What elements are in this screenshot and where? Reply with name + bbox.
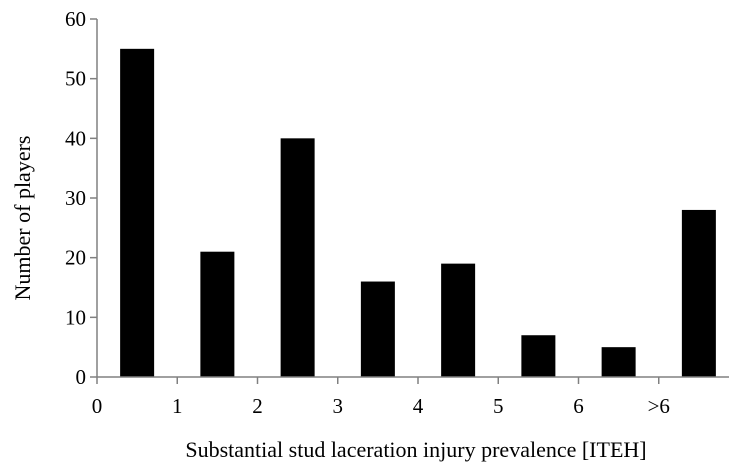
y-tick-label: 40 [65,126,86,150]
y-tick-label: 30 [65,186,86,210]
bar-2-3 [280,138,315,377]
x-tick-label: 3 [333,394,344,418]
bar-1-2 [200,251,235,377]
y-axis-title: Number of players [10,136,35,301]
x-tick-label: 1 [172,394,183,418]
bar-4-5 [441,263,476,377]
x-tick-label: 5 [493,394,504,418]
x-tick-label: 2 [252,394,263,418]
bar-5-6 [521,335,556,377]
y-tick-label: 10 [65,305,86,329]
x-tick-label: 6 [573,394,584,418]
x-tick-label: 0 [92,394,103,418]
y-tick-label: 0 [76,365,87,389]
bar->6 [681,209,716,377]
y-tick-label: 60 [65,7,86,31]
bar-6-7 [601,347,636,377]
x-tick-label: >6 [648,394,670,418]
bar-0-1 [120,48,155,377]
x-axis-ticks: 0 1 2 3 4 5 6 >6 [92,377,670,418]
y-tick-label: 50 [65,67,86,91]
y-tick-label: 20 [65,246,86,270]
x-tick-label: 4 [413,394,424,418]
y-axis-ticks: 0 10 20 30 40 50 60 [65,7,97,389]
x-axis-title: Substantial stud laceration injury preva… [185,437,646,462]
bar-3-4 [360,281,395,377]
bars [120,48,716,377]
